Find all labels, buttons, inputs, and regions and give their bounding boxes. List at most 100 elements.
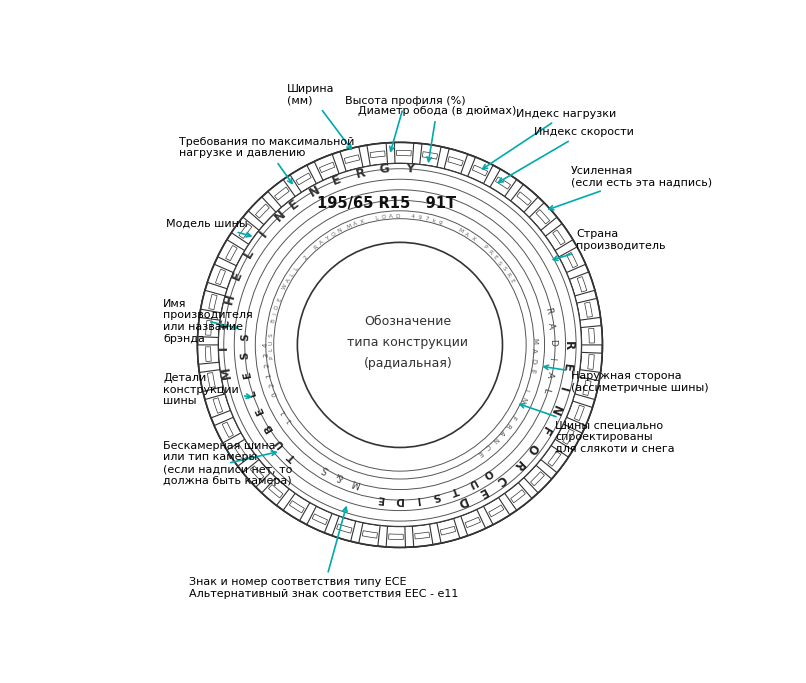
Polygon shape xyxy=(367,143,388,166)
Circle shape xyxy=(197,143,602,547)
Text: S: S xyxy=(320,462,330,475)
Text: S: S xyxy=(431,490,441,501)
Text: I: I xyxy=(256,228,269,240)
Polygon shape xyxy=(505,482,532,510)
Text: L: L xyxy=(247,388,258,398)
Text: E: E xyxy=(492,255,498,261)
Polygon shape xyxy=(205,394,231,418)
Text: A: A xyxy=(531,348,537,353)
Polygon shape xyxy=(332,516,355,542)
Text: N: N xyxy=(306,183,322,199)
Text: типа конструкции: типа конструкции xyxy=(347,336,468,349)
Text: R: R xyxy=(543,306,554,314)
Text: Страна
производитель: Страна производитель xyxy=(553,229,666,260)
Polygon shape xyxy=(307,506,332,533)
Text: g: g xyxy=(438,220,443,225)
Text: X: X xyxy=(359,219,365,225)
Text: 2: 2 xyxy=(268,381,276,387)
Polygon shape xyxy=(231,217,260,245)
Text: E: E xyxy=(376,493,384,504)
Text: 1: 1 xyxy=(280,408,288,415)
Polygon shape xyxy=(569,272,595,296)
Text: Y: Y xyxy=(405,163,414,176)
Text: C: C xyxy=(484,443,491,450)
Text: E: E xyxy=(276,298,282,303)
Text: N: N xyxy=(491,436,499,444)
Polygon shape xyxy=(290,165,317,193)
Text: L: L xyxy=(241,247,256,261)
Polygon shape xyxy=(575,377,599,400)
Polygon shape xyxy=(541,445,568,473)
Text: D: D xyxy=(394,495,403,505)
Polygon shape xyxy=(359,522,380,546)
Polygon shape xyxy=(199,370,223,391)
Text: B: B xyxy=(271,318,276,323)
Text: X: X xyxy=(470,236,476,242)
Text: W: W xyxy=(281,283,289,290)
Text: Ширина
(мм): Ширина (мм) xyxy=(287,84,351,150)
Polygon shape xyxy=(243,460,271,487)
Polygon shape xyxy=(386,526,405,547)
Text: U: U xyxy=(273,436,286,449)
Text: L: L xyxy=(374,215,379,221)
Text: I: I xyxy=(523,388,530,391)
Text: &: & xyxy=(334,470,345,482)
Text: 1: 1 xyxy=(285,417,293,423)
Text: E: E xyxy=(230,270,245,283)
Polygon shape xyxy=(461,510,486,535)
Text: D: D xyxy=(530,358,536,363)
Text: D: D xyxy=(548,339,557,346)
Text: Высота профиля (%): Высота профиля (%) xyxy=(345,96,466,151)
Text: D: D xyxy=(455,494,469,509)
Text: F: F xyxy=(509,413,517,420)
Polygon shape xyxy=(413,524,433,547)
Text: I: I xyxy=(547,357,556,360)
Text: Наружная сторона
(ассиметричные шины): Наружная сторона (ассиметричные шины) xyxy=(544,365,708,393)
Polygon shape xyxy=(467,157,493,184)
Circle shape xyxy=(218,163,581,527)
Polygon shape xyxy=(227,439,255,466)
Polygon shape xyxy=(559,247,586,273)
Text: A: A xyxy=(497,429,505,436)
Polygon shape xyxy=(524,465,551,493)
Text: A: A xyxy=(545,370,555,378)
Polygon shape xyxy=(201,290,225,313)
Text: I: I xyxy=(218,346,231,350)
Polygon shape xyxy=(437,518,460,543)
Text: H: H xyxy=(222,293,237,306)
Text: N: N xyxy=(337,227,343,234)
Text: T: T xyxy=(449,484,459,496)
Text: C: C xyxy=(218,318,232,329)
Text: I: I xyxy=(272,312,277,316)
Polygon shape xyxy=(444,148,467,174)
Text: 2: 2 xyxy=(264,363,271,367)
Polygon shape xyxy=(545,223,573,251)
Polygon shape xyxy=(248,197,276,225)
Text: Индекс скорости: Индекс скорости xyxy=(499,127,634,182)
Text: E: E xyxy=(559,363,574,372)
Text: O: O xyxy=(481,466,494,479)
Text: L: L xyxy=(541,386,550,393)
Polygon shape xyxy=(214,417,241,443)
Text: N: N xyxy=(519,395,526,402)
Text: E: E xyxy=(286,197,301,212)
Text: Детали
конструкции
шины: Детали конструкции шины xyxy=(164,373,251,406)
Text: 195/65 R15   91T: 195/65 R15 91T xyxy=(318,197,456,212)
Polygon shape xyxy=(262,477,289,505)
Text: A: A xyxy=(388,214,393,219)
Text: R: R xyxy=(510,458,526,473)
Text: k: k xyxy=(431,218,436,223)
Polygon shape xyxy=(580,326,602,345)
Text: 9: 9 xyxy=(418,215,422,221)
Text: Знак и номер соответствия типу ECE
Альтернативный знак соответствия ЕЕС - e11: Знак и номер соответствия типу ECE Альте… xyxy=(189,507,459,599)
Text: 1: 1 xyxy=(266,372,272,378)
Text: E: E xyxy=(476,484,488,499)
Text: Шины специально
спроектированы
для слякоти и снега: Шины специально спроектированы для сляко… xyxy=(520,404,675,454)
Text: E: E xyxy=(330,173,343,188)
Text: O: O xyxy=(330,232,337,238)
Text: P: P xyxy=(269,355,274,359)
Text: E: E xyxy=(253,405,265,416)
Polygon shape xyxy=(420,143,441,167)
Polygon shape xyxy=(197,345,219,364)
Text: B: B xyxy=(262,421,275,433)
